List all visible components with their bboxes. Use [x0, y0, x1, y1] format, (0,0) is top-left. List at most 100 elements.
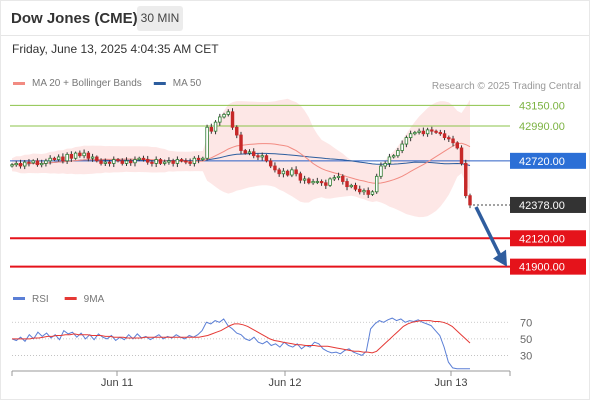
- candle-body: [319, 181, 324, 184]
- candle-body: [226, 111, 230, 115]
- legend-label-1: MA 50: [173, 78, 202, 89]
- candle-body: [116, 159, 120, 162]
- level-label-4: 42120.00: [519, 233, 565, 245]
- candle-body: [18, 163, 23, 167]
- candle-body: [78, 152, 82, 157]
- candle-body: [468, 195, 472, 206]
- candle-body: [35, 160, 40, 166]
- level-label-1: 42990.00: [519, 121, 565, 133]
- candle-body: [145, 159, 150, 163]
- candle-body: [82, 152, 86, 157]
- candle-body: [56, 156, 61, 160]
- candle-body: [201, 157, 205, 160]
- candle-body: [425, 129, 430, 135]
- rsi-series-9ma: [12, 320, 471, 354]
- x-tick-label-1: Jun 12: [268, 377, 301, 389]
- candle-body: [268, 160, 273, 167]
- candle-body: [298, 173, 303, 181]
- bollinger-band: [12, 98, 470, 218]
- candle-body: [311, 181, 315, 184]
- candle-body: [370, 191, 375, 195]
- level-label-5: 41900.00: [519, 262, 565, 274]
- candle-body: [133, 159, 137, 164]
- level-tag-2: [510, 152, 586, 169]
- candle-body: [154, 159, 158, 164]
- candle-body: [179, 159, 184, 162]
- candle-body: [209, 126, 214, 132]
- candle-body: [39, 163, 44, 166]
- candle-body: [95, 156, 99, 162]
- level-label-2: 42720.00: [519, 156, 565, 168]
- candle-body: [120, 160, 124, 164]
- rsi-legend-label-1: 9MA: [84, 294, 105, 305]
- instrument-title: Dow Jones (CME): [11, 10, 138, 27]
- rsi-legend-swatch-1: [64, 297, 77, 300]
- candle-body: [162, 161, 167, 164]
- candle-body: [442, 133, 447, 139]
- level-label-3: 42378.00: [519, 200, 565, 212]
- forecast-arrow-head: [493, 249, 507, 267]
- credit-text: Research © 2025 Trading Central: [432, 81, 581, 92]
- candle-body: [455, 142, 459, 149]
- candle-body: [413, 132, 417, 135]
- candle-body: [345, 181, 349, 188]
- candle-body: [230, 111, 235, 128]
- candle-body: [107, 161, 112, 164]
- candle-body: [332, 177, 337, 180]
- candle-body: [256, 155, 260, 158]
- candle-body: [52, 157, 57, 160]
- candle-body: [324, 182, 328, 186]
- candle-body: [404, 137, 409, 145]
- candle-body: [277, 169, 281, 175]
- datetime-label: Friday, June 13, 2025 4:04:35 AM CET: [12, 42, 219, 56]
- candle-body: [65, 153, 69, 162]
- candle-body: [247, 151, 252, 154]
- candle-body: [213, 121, 218, 132]
- candle-body: [387, 156, 392, 164]
- candle-body: [307, 178, 311, 184]
- candle-body: [391, 155, 396, 158]
- header-bar: Dow Jones (CME) 30 MIN: [0, 0, 590, 36]
- candle-body: [129, 160, 133, 164]
- candle-body: [358, 188, 362, 193]
- x-tick-label-0: Jun 11: [101, 377, 133, 389]
- candle-body: [353, 184, 358, 190]
- candle-body: [184, 160, 188, 163]
- candle-body: [150, 161, 154, 164]
- candle-body: [285, 170, 290, 176]
- candle-body: [302, 178, 307, 181]
- candle-body: [192, 157, 197, 164]
- candle-body: [167, 160, 171, 163]
- candle-body: [417, 130, 421, 133]
- candle-body: [103, 161, 108, 164]
- candle-body: [205, 126, 209, 159]
- candle-body: [44, 160, 48, 164]
- candle-body: [86, 152, 91, 159]
- candle-body: [61, 156, 65, 162]
- candle-body: [366, 190, 370, 195]
- candle-body: [464, 163, 468, 197]
- legend-label-0: MA 20 + Bollinger Bands: [32, 78, 142, 89]
- candle-body: [188, 161, 192, 164]
- timeframe-button[interactable]: 30 MIN: [137, 6, 183, 31]
- candle-body: [260, 155, 264, 158]
- candle-body: [218, 116, 222, 123]
- candle-body: [459, 147, 464, 164]
- candle-body: [379, 165, 383, 177]
- candle-body: [243, 150, 247, 154]
- forecast-arrow-shaft: [474, 206, 503, 259]
- candle-body: [48, 157, 52, 162]
- candle-body: [14, 163, 18, 166]
- rsi-tick-1: 50: [520, 334, 532, 346]
- level-tag-3: [510, 196, 586, 213]
- level-tag-5: [510, 258, 586, 275]
- candle-body: [235, 126, 239, 136]
- candle-body: [290, 169, 294, 176]
- candle-body: [273, 165, 277, 171]
- candle-body: [281, 170, 286, 175]
- candle-body: [421, 130, 426, 135]
- candle-body: [294, 169, 298, 175]
- candle-body: [336, 175, 341, 179]
- candle-body: [315, 181, 320, 183]
